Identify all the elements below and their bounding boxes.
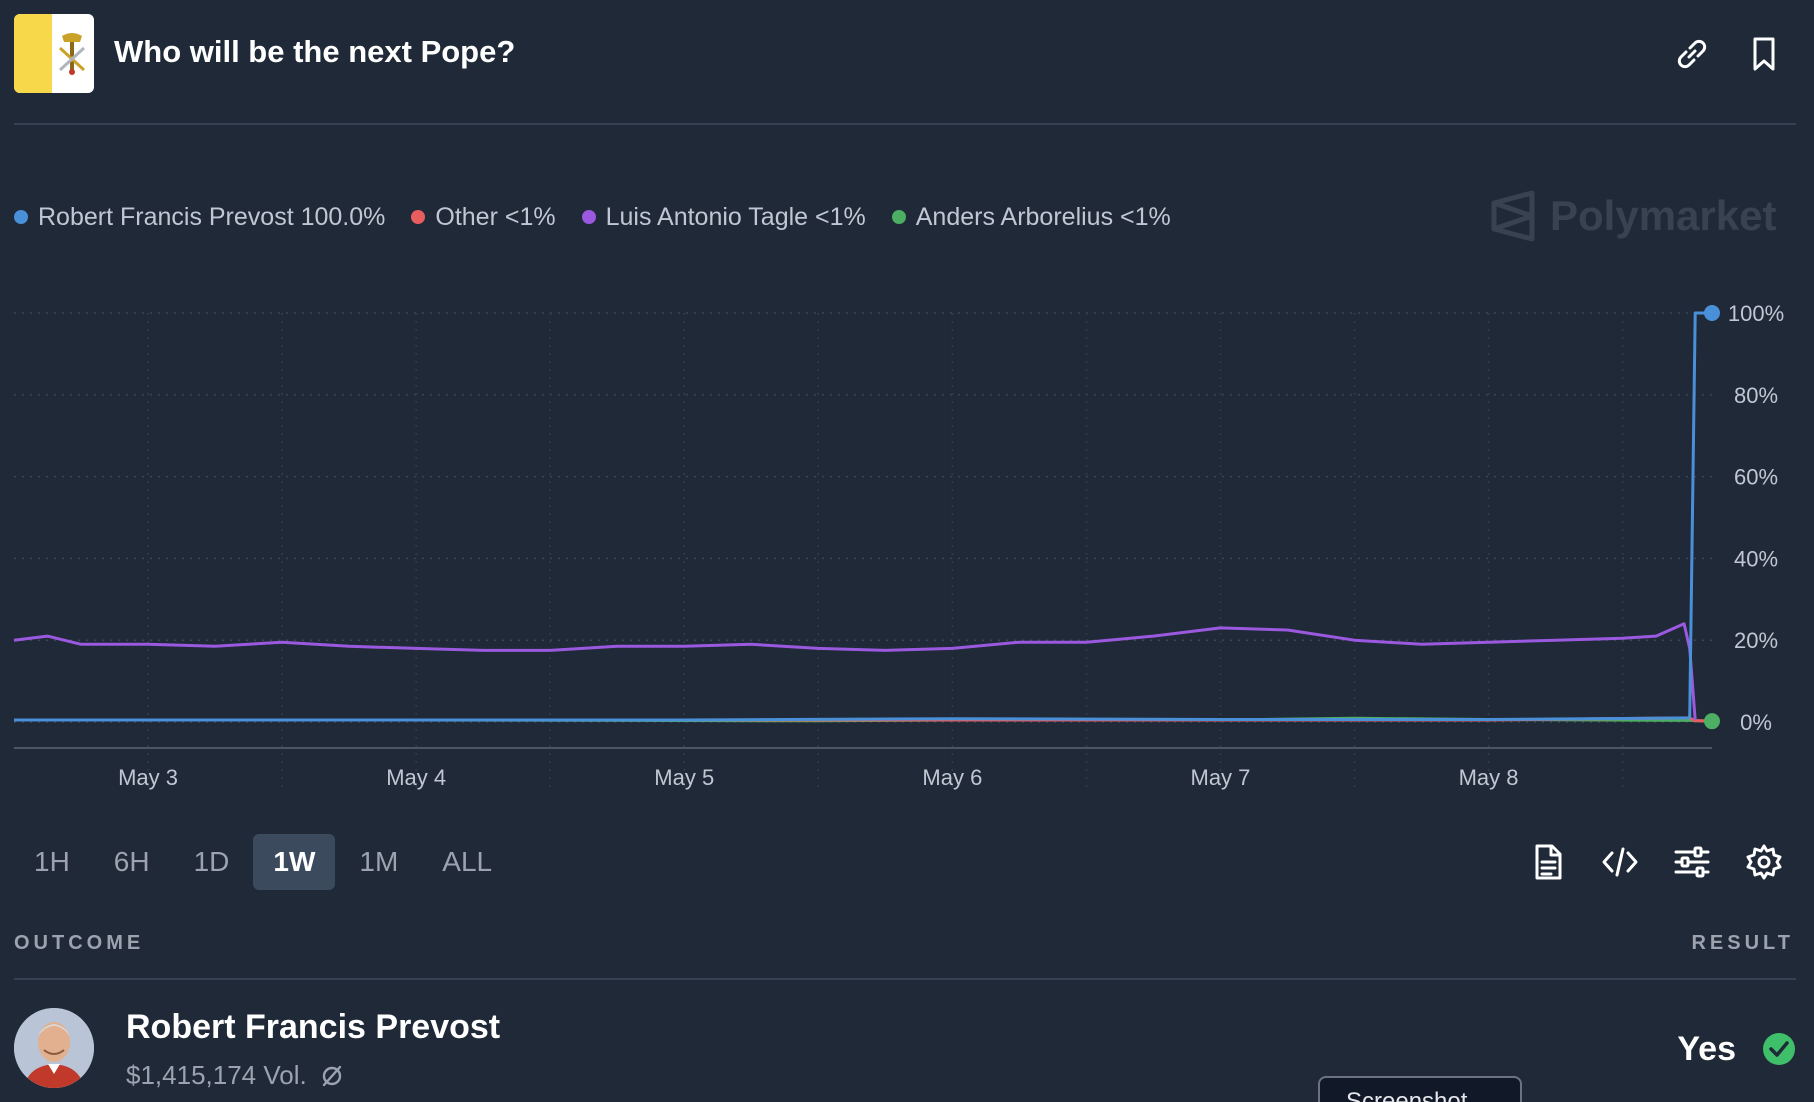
- legend-label: Robert Francis Prevost 100.0%: [38, 202, 386, 231]
- range-button-6h[interactable]: 6H: [113, 846, 150, 877]
- legend-label: Other <1%: [435, 202, 556, 231]
- result-column-header: RESULT: [1691, 932, 1794, 954]
- legend-dot-icon: [14, 210, 28, 224]
- x-tick-label: May 5: [654, 765, 714, 790]
- legend-item[interactable]: Robert Francis Prevost 100.0%: [14, 203, 385, 232]
- embed-code-icon[interactable]: [1601, 843, 1639, 881]
- legend-item[interactable]: Luis Antonio Tagle <1%: [581, 202, 866, 232]
- watermark: Polymarket: [1490, 188, 1776, 244]
- x-tick-label: May 8: [1459, 765, 1519, 790]
- y-tick-label: 20%: [1734, 628, 1778, 653]
- candidate-volume: $1,415,174 Vol.: [126, 1060, 345, 1091]
- y-tick-label: 0%: [1740, 710, 1772, 735]
- legend-dot-icon: [891, 210, 906, 224]
- range-button-1d[interactable]: 1D: [193, 846, 230, 877]
- page-title: Who will be the next Pope?: [114, 34, 516, 69]
- chart-legend: Robert Francis Prevost 100.0% Other <1% Lu…: [14, 200, 1197, 234]
- legend-item[interactable]: Anders Arborelius <1%: [891, 202, 1171, 232]
- sliders-icon[interactable]: [1673, 843, 1711, 881]
- volume-text: $1,415,174 Vol.: [126, 1060, 307, 1090]
- polymarket-logo-icon: [1491, 190, 1535, 242]
- x-tick-label: May 4: [386, 765, 446, 790]
- range-button-1m[interactable]: 1M: [359, 846, 399, 877]
- header-divider: [14, 123, 1796, 125]
- candidate-name[interactable]: Robert Francis Prevost: [126, 1008, 501, 1046]
- series-endpoint-robert-francis-prevost: [1704, 305, 1720, 321]
- y-tick-label: 100%: [1728, 301, 1784, 326]
- watermark-text: Polymarket: [1550, 192, 1777, 239]
- series-line-luis-antonio-tagle: [13, 622, 1697, 721]
- result-value: Yes: [1677, 1030, 1736, 1068]
- y-tick-label: 60%: [1734, 465, 1778, 490]
- x-tick-label: May 6: [922, 765, 982, 790]
- range-button-1h[interactable]: 1H: [34, 846, 70, 877]
- series-endpoint-anders-arborelius: [1704, 713, 1720, 730]
- x-tick-label: May 7: [1191, 765, 1251, 790]
- range-button-1w[interactable]: 1W: [253, 834, 336, 890]
- bookmark-icon[interactable]: [1744, 34, 1784, 74]
- outcome-column-header: OUTCOME: [14, 932, 145, 954]
- range-button-all[interactable]: ALL: [442, 846, 493, 877]
- outcome-row[interactable]: Robert Francis Prevost $1,415,174 Vol. Y…: [0, 990, 1814, 1102]
- legend-label: Anders Arborelius <1%: [915, 202, 1171, 231]
- link-icon[interactable]: [1672, 34, 1712, 74]
- vatican-flag-icon: [14, 14, 94, 93]
- document-icon[interactable]: [1529, 843, 1567, 881]
- price-chart[interactable]: 100% 80% 60% 40% 20% 0% May 3 May 4 May 5 May 6 Ma…: [0, 270, 1814, 810]
- legend-label: Luis Antonio Tagle <1%: [605, 202, 866, 231]
- check-circle-icon: [1763, 1033, 1795, 1065]
- legend-item[interactable]: Other <1%: [411, 202, 556, 232]
- screenshot-tooltip: Screenshot: [1318, 1076, 1522, 1102]
- candidate-avatar: [14, 1008, 94, 1088]
- market-header: Who will be the next Pope?: [0, 0, 1814, 125]
- y-tick-label: 40%: [1734, 546, 1778, 571]
- legend-dot-icon: [411, 210, 426, 224]
- time-range-selector: 1H 6H 1D 1W 1M ALL: [14, 834, 516, 890]
- y-tick-label: 80%: [1734, 383, 1778, 408]
- reset-icon: [322, 1065, 341, 1086]
- x-tick-label: May 3: [118, 765, 178, 790]
- outcomes-divider: [14, 978, 1796, 980]
- gear-icon[interactable]: [1745, 843, 1783, 881]
- legend-dot-icon: [581, 210, 596, 224]
- series-line-robert-francis-prevost: [14, 311, 1712, 722]
